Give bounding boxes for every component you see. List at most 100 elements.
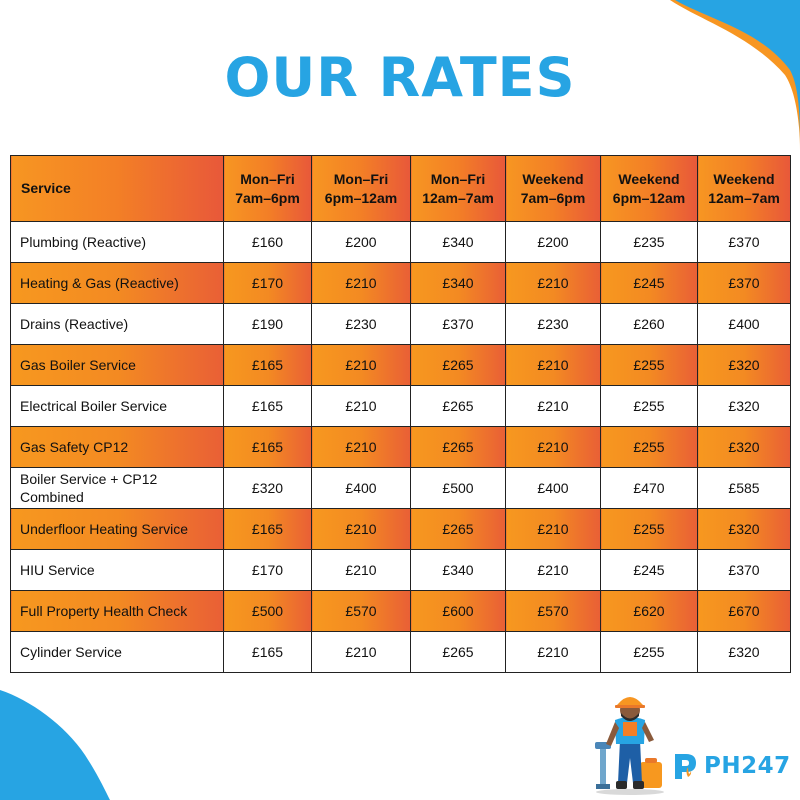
price-cell: £170 [223,262,312,304]
price-cell: £670 [697,590,791,632]
price-cell: £165 [223,344,312,386]
column-header-rate: Weekend 6pm–12am [600,155,698,222]
cell-text-line: 7am–6pm [520,189,586,206]
price-cell: £500 [223,590,312,632]
price-cell: £235 [600,221,698,263]
price-cell: £265 [410,631,506,673]
service-name-cell: Drains (Reactive) [10,303,224,345]
price-cell: £265 [410,385,506,427]
price-cell: £255 [600,385,698,427]
price-cell: £570 [505,590,601,632]
price-cell: £255 [600,631,698,673]
price-cell: £255 [600,508,698,550]
ph-logo-mark-icon [675,754,696,779]
table-row: Cylinder Service £165 £210 £265 £210 £255 £320 [10,631,791,673]
service-name-cell: Full Property Health Check [10,590,224,632]
price-cell: £370 [410,303,506,345]
column-header-rate: Mon–Fri 6pm–12am [311,155,411,222]
service-name-cell: Gas Safety CP12 [10,426,224,468]
price-cell: £230 [311,303,411,345]
price-cell: £260 [600,303,698,345]
column-header-rate: Weekend 12am–7am [697,155,791,222]
price-cell: £470 [600,467,698,509]
price-cell: £165 [223,426,312,468]
price-cell: £255 [600,344,698,386]
table-header-row: Service Mon–Fri 7am–6pm Mon–Fri 6pm–12am Mon–… [10,155,791,222]
price-cell: £210 [505,262,601,304]
price-cell: £210 [311,631,411,673]
price-cell: £245 [600,262,698,304]
price-cell: £210 [311,549,411,591]
price-cell: £340 [410,549,506,591]
cell-text-line: Combined [20,489,84,505]
column-header-rate: Mon–Fri 12am–7am [410,155,506,222]
price-cell: £210 [311,385,411,427]
price-cell: £160 [223,221,312,263]
price-cell: £210 [505,385,601,427]
cell-text-line: Weekend [522,170,584,187]
price-cell: £200 [311,221,411,263]
price-cell: £370 [697,221,791,263]
price-cell: £500 [410,467,506,509]
price-cell: £210 [505,631,601,673]
service-name-cell: Electrical Boiler Service [10,385,224,427]
price-cell: £320 [697,344,791,386]
price-cell: £400 [697,303,791,345]
cell-text-line: Underfloor Heating Service [20,521,189,537]
service-name-cell: Cylinder Service [10,631,224,673]
price-cell: £320 [697,426,791,468]
cell-text-line: Cylinder Service [20,644,122,660]
cell-text-line: Heating & Gas (Reactive) [20,275,179,291]
price-cell: £585 [697,467,791,509]
table-row: Gas Safety CP12 £165 £210 £265 £210 £255 £320 [10,426,791,468]
cell-text-line: Weekend [618,170,680,187]
rates-table: Service Mon–Fri 7am–6pm Mon–Fri 6pm–12am Mon–… [10,155,791,673]
cell-text-line: 6pm–12am [324,189,398,206]
price-cell: £320 [697,631,791,673]
bottom-left-wave-decoration [0,690,110,800]
price-cell: £210 [311,508,411,550]
price-cell: £210 [505,549,601,591]
cell-text-line: Weekend [713,170,775,187]
table-row: Full Property Health Check £500 £570 £600 £5… [10,590,791,632]
price-cell: £370 [697,262,791,304]
cell-text-line: Gas Boiler Service [20,357,136,373]
table-row: Boiler Service + CP12 Combined £320 £400 £50… [10,467,791,509]
plumber-mascot-icon [595,697,664,795]
cell-text-line: Plumbing (Reactive) [20,234,147,250]
price-cell: £340 [410,262,506,304]
price-cell: £320 [697,385,791,427]
service-name-cell: HIU Service [10,549,224,591]
price-cell: £210 [505,344,601,386]
table-row: Drains (Reactive) £190 £230 £370 £230 £260 £40… [10,303,791,345]
price-cell: £320 [697,508,791,550]
table-row: Gas Boiler Service £165 £210 £265 £210 £255 £3… [10,344,791,386]
price-cell: £210 [311,262,411,304]
cell-text-line: Mon–Fri [240,170,295,187]
price-cell: £245 [600,549,698,591]
cell-text-line: HIU Service [20,562,95,578]
cell-text-line: Drains (Reactive) [20,316,129,332]
cell-text-line: 6pm–12am [612,189,686,206]
price-cell: £165 [223,631,312,673]
price-cell: £190 [223,303,312,345]
page-title: OUR RATES [224,46,576,109]
price-cell: £320 [223,467,312,509]
table-row: Underfloor Heating Service £165 £210 £265 £2… [10,508,791,550]
price-cell: £620 [600,590,698,632]
price-cell: £165 [223,385,312,427]
cell-text-line: Mon–Fri [430,170,486,187]
price-cell: £600 [410,590,506,632]
price-cell: £210 [505,426,601,468]
price-cell: £165 [223,508,312,550]
service-name-cell: Boiler Service + CP12 Combined [10,467,224,509]
cell-text-line: 7am–6pm [235,189,300,206]
cell-text-line: Boiler Service + CP12 [20,471,158,487]
price-cell: £200 [505,221,601,263]
cell-text-line: Electrical Boiler Service [20,398,168,414]
price-cell: £255 [600,426,698,468]
price-cell: £400 [505,467,601,509]
cell-text-line: 12am–7am [422,189,494,206]
price-cell: £400 [311,467,411,509]
price-cell: £570 [311,590,411,632]
